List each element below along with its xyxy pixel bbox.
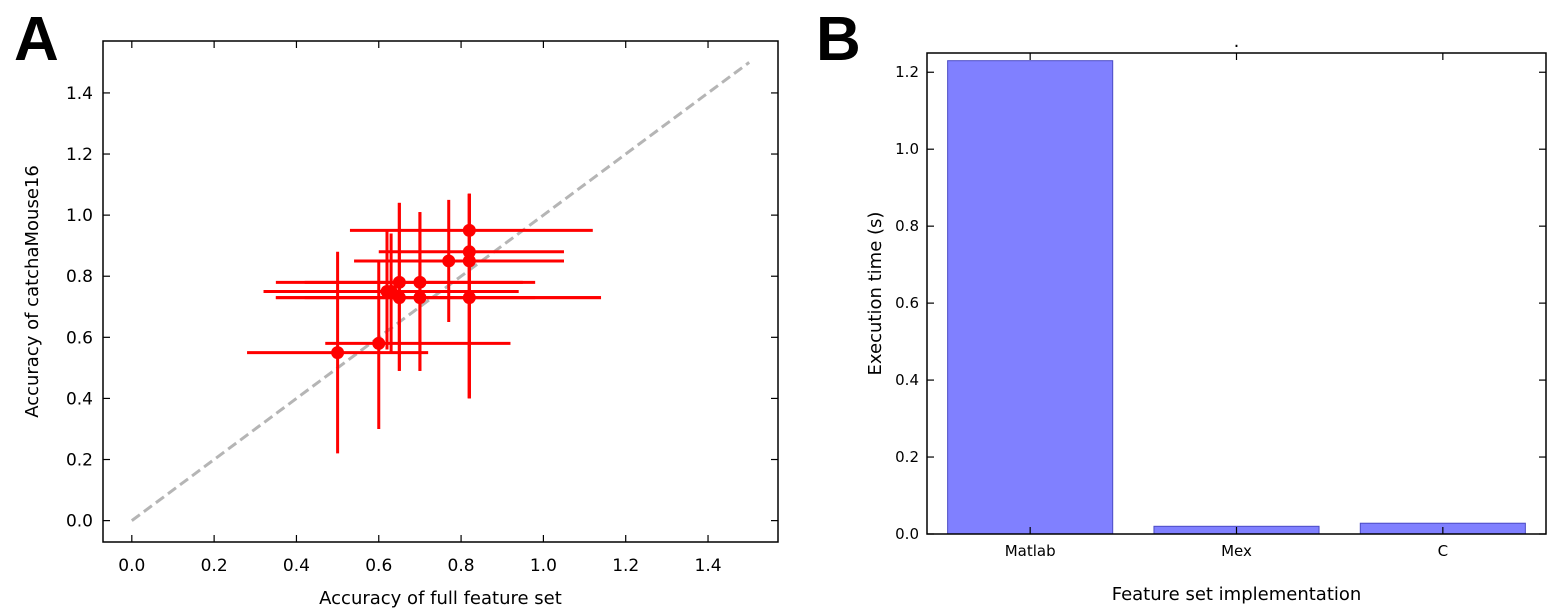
y-tick-label-3: 0.6 [66,328,93,348]
scatter-point-9 [462,223,476,237]
bar-y-tick-label-5: 1.0 [895,140,919,158]
scatter-point-4 [392,275,406,289]
scatter-x-axis-label: Accuracy of full feature set [319,588,562,609]
panel-letter-a: A [14,5,59,74]
y-tick-label-6: 1.2 [66,145,93,165]
bar-y-axis-label: Execution time (s) [865,212,886,376]
bar-y-tick-label-1: 0.2 [895,448,919,466]
bar-y-tick-label-0: 0.0 [895,525,919,543]
bar-category-label-2: C [1438,542,1448,560]
scatter-point-10 [462,245,476,259]
x-tick-label-3: 0.6 [365,556,392,576]
x-tick-label-4: 0.8 [448,556,475,576]
scatter-panel-a: 0.0 0.2 0.4 0.6 0.8 1.0 1.2 1.4 0.0 0.2 0.4 0.6 0.8 1… [22,40,779,609]
y-tick-label-7: 1.4 [66,84,93,104]
scatter-point-11 [462,254,476,268]
y-tick-label-2: 0.4 [66,389,93,409]
bar-category-label-0: Matlab [1005,542,1056,560]
scatter-point-5 [392,291,406,305]
bar-category-label-1: Mex [1221,542,1252,560]
scatter-y-axis-label: Accuracy of catchaMouse16 [22,165,43,418]
y-tick-label-4: 0.8 [66,267,93,287]
scatter-point-12 [462,291,476,305]
x-tick-label-6: 1.2 [612,556,639,576]
x-tick-label-0: 0.0 [118,556,145,576]
bar-marks [947,60,1526,535]
scatter-ticks: 0.0 0.2 0.4 0.6 0.8 1.0 1.2 1.4 0.0 0.2 0.4 0.6 0.8 1… [66,41,778,576]
bar-ticks: Matlab Mex C 0.0 0.2 0.4 0.6 0.8 1.0 1.2 [895,53,1546,560]
scatter-point-6 [413,275,427,289]
y-tick-label-1: 0.2 [66,451,93,471]
y-tick-label-0: 0.0 [66,512,93,532]
bar-x-axis-label: Feature set implementation [1112,584,1362,605]
x-tick-label-5: 1.0 [530,556,557,576]
x-tick-label-1: 0.2 [201,556,228,576]
scatter-point-7 [413,291,427,305]
y-tick-label-5: 1.0 [66,206,93,226]
scatter-marks [130,61,751,522]
scatter-point-8 [442,254,456,268]
scatter-plot-frame [102,40,779,543]
bar-y-tick-label-3: 0.6 [895,294,919,312]
scatter-point-1 [372,336,386,350]
panel-letter-b: B [816,5,861,74]
bar-title: . [1234,31,1240,52]
bar-y-tick-label-2: 0.4 [895,371,919,389]
x-tick-label-2: 0.4 [283,556,310,576]
bar-y-tick-label-4: 0.8 [895,217,919,235]
bar-matlab [947,60,1114,535]
x-tick-label-7: 1.4 [695,556,722,576]
bar-y-tick-label-6: 1.2 [895,63,919,81]
scatter-point-0 [331,346,345,360]
bar-panel-b: Matlab Mex C 0.0 0.2 0.4 0.6 0.8 1.0 1.2 Feature … [865,31,1547,605]
